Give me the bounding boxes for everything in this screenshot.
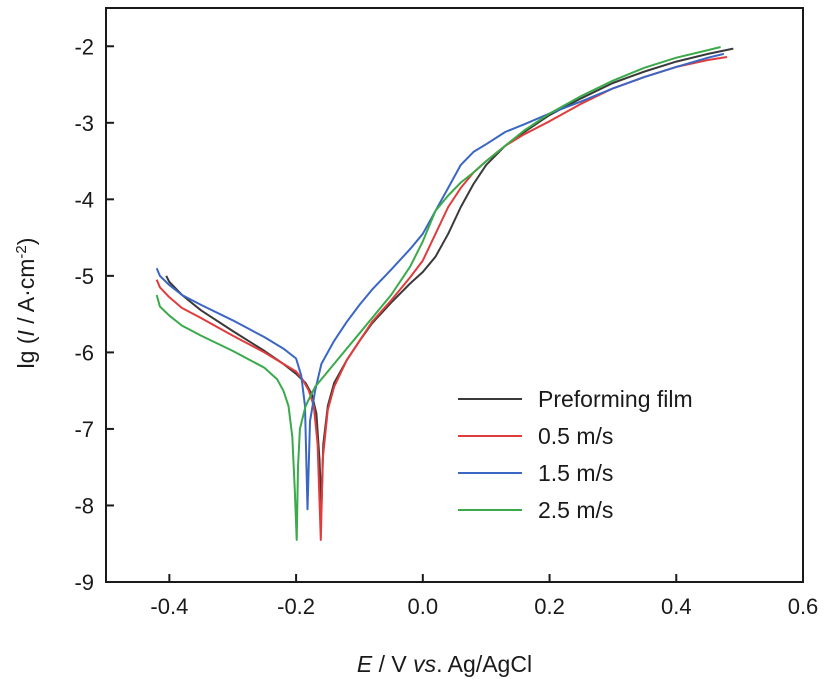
x-axis: -0.4 -0.2 0.0 0.2 0.4 0.6	[150, 574, 818, 619]
x-tick-label: 0.2	[534, 594, 565, 619]
x-tick-label: -0.2	[277, 594, 315, 619]
y-tick-label: -3	[74, 111, 94, 136]
legend-label: 2.5 m/s	[538, 497, 613, 523]
y-tick-label: -8	[74, 493, 94, 518]
x-axis-label-part: . Ag/AgCl	[436, 651, 532, 677]
x-axis-label: E / V vs. Ag/AgCl	[357, 651, 532, 677]
plot-frame	[105, 7, 804, 583]
x-tick-label: -0.4	[150, 594, 188, 619]
series-line	[155, 56, 728, 541]
legend-label: Preforming film	[538, 386, 693, 412]
x-tick-label: 0.4	[661, 594, 692, 619]
legend: Preforming film 0.5 m/s 1.5 m/s 2.5 m/s	[458, 386, 693, 523]
x-axis-label-part: / V	[372, 651, 413, 677]
y-axis: -9 -8 -7 -6 -5 -4 -3 -2	[74, 34, 114, 595]
x-axis-label-part: vs	[413, 651, 437, 677]
y-tick-label: -7	[74, 417, 94, 442]
y-axis-label-part: I	[13, 330, 39, 337]
series-line	[155, 46, 721, 541]
y-tick-label: -5	[74, 264, 94, 289]
y-axis-label-part: -2	[13, 245, 30, 258]
y-axis-label-part: )	[13, 238, 39, 246]
y-axis-label-part: / A·cm	[13, 259, 39, 331]
y-tick-label: -6	[74, 340, 94, 365]
y-axis-label: lg (I / A·cm-2)	[13, 238, 39, 369]
y-tick-label: -2	[74, 34, 94, 59]
y-tick-label: -9	[74, 570, 94, 595]
x-tick-label: 0.6	[788, 594, 819, 619]
plot-lines	[155, 46, 734, 541]
legend-label: 1.5 m/s	[538, 460, 613, 486]
y-axis-label-part: lg (	[13, 336, 39, 368]
x-axis-label-part: E	[357, 651, 373, 677]
y-tick-label: -4	[74, 187, 94, 212]
legend-label: 0.5 m/s	[538, 423, 613, 449]
x-tick-label: 0.0	[408, 594, 439, 619]
